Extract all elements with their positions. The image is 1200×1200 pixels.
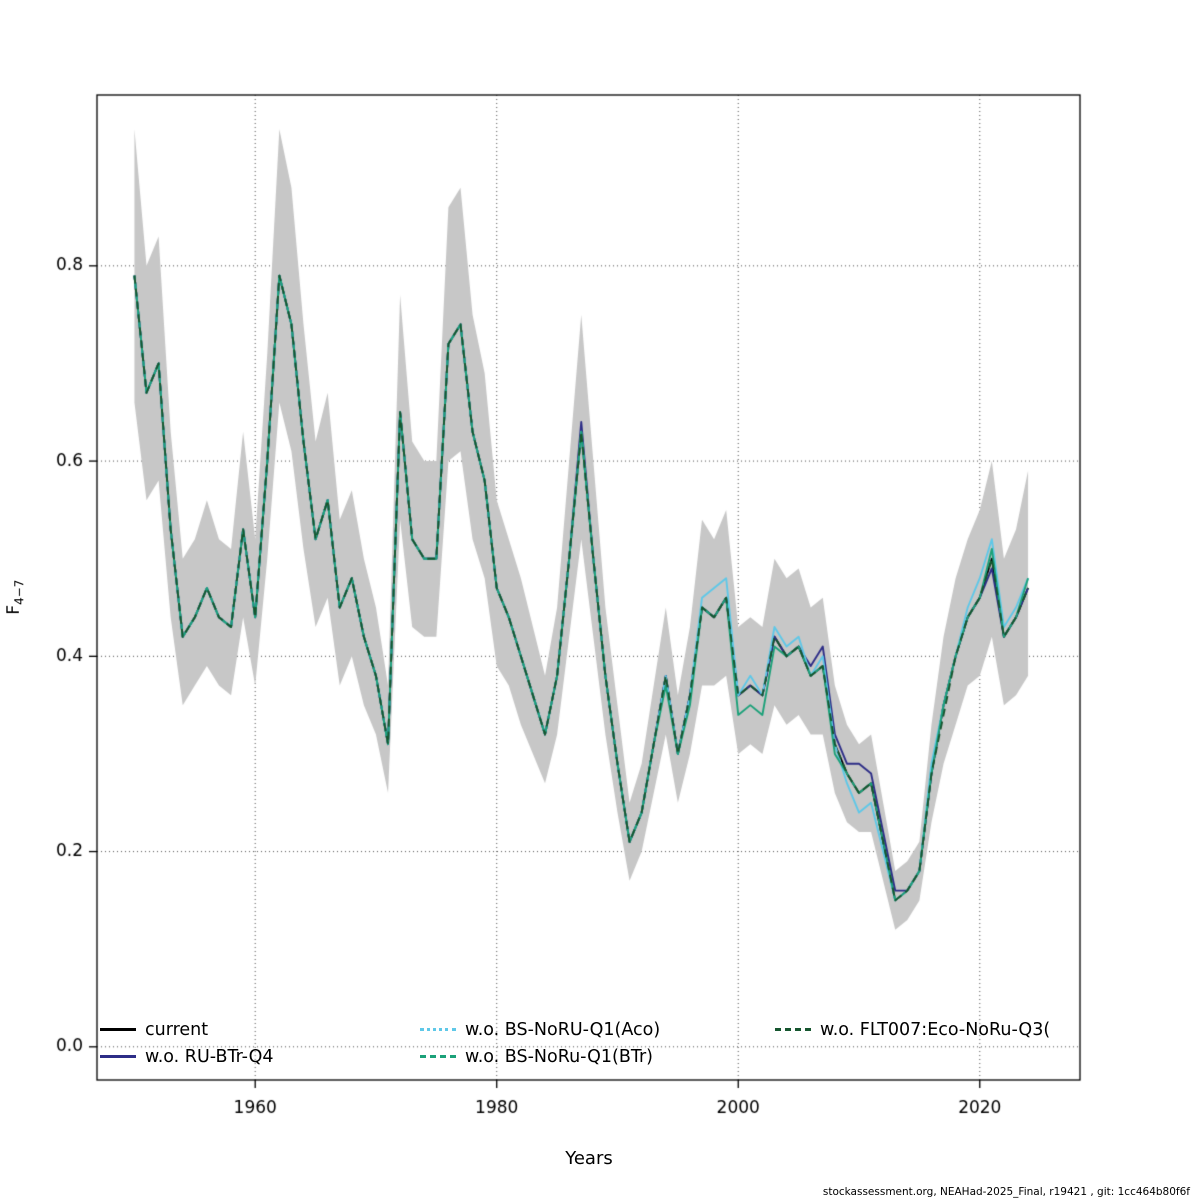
legend-label: current xyxy=(145,1019,209,1040)
legend-label: w.o. BS-NoRU-Q1(Aco) xyxy=(465,1019,661,1040)
legend: current w.o. BS-NoRU-Q1(Aco) w.o. FLT007:E… xyxy=(100,1016,1078,1070)
legend-line-swatch xyxy=(100,1028,136,1031)
legend-item: current xyxy=(100,1020,420,1040)
attribution-text: stockassessment.org, NEAHad-2025_Final, … xyxy=(822,1186,1190,1198)
legend-item: w.o. FLT007:Eco-NoRu-Q3( xyxy=(775,1020,1078,1040)
legend-label: w.o. RU-BTr-Q4 xyxy=(145,1046,274,1067)
legend-item: w.o. BS-NoRU-Q1(Aco) xyxy=(420,1020,775,1040)
legend-line-swatch xyxy=(420,1028,456,1031)
legend-item: w.o. RU-BTr-Q4 xyxy=(100,1047,420,1067)
y-axis-label: F4−7 xyxy=(4,552,26,642)
legend-label: w.o. FLT007:Eco-NoRu-Q3( xyxy=(820,1019,1051,1040)
legend-item: w.o. BS-NoRu-Q1(BTr) xyxy=(420,1047,775,1067)
legend-label: w.o. BS-NoRu-Q1(BTr) xyxy=(465,1046,654,1067)
y-axis-label-main: F xyxy=(3,604,24,615)
y-axis-label-sub: 4−7 xyxy=(12,579,27,605)
legend-line-swatch xyxy=(100,1055,136,1058)
legend-line-swatch xyxy=(420,1055,456,1058)
x-axis-label: Years xyxy=(565,1148,613,1169)
legend-line-swatch xyxy=(775,1028,811,1031)
